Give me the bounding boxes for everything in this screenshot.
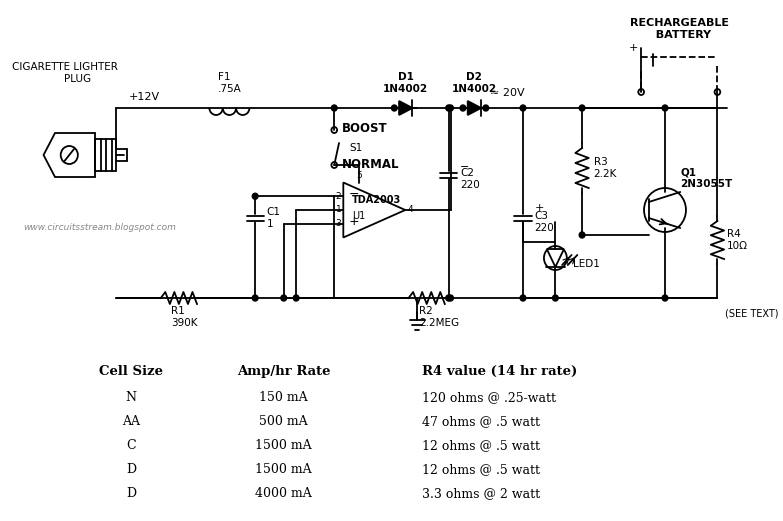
Text: CIGARETTE LIGHTER
        PLUG: CIGARETTE LIGHTER PLUG xyxy=(12,62,117,83)
Text: TDA2003: TDA2003 xyxy=(352,195,401,205)
Text: (SEE TEXT): (SEE TEXT) xyxy=(725,308,778,318)
Text: D: D xyxy=(126,487,136,500)
Circle shape xyxy=(520,295,526,301)
Circle shape xyxy=(662,295,668,301)
Text: Cell Size: Cell Size xyxy=(99,365,163,378)
Text: ≈ 20V: ≈ 20V xyxy=(489,88,525,98)
Text: C3
220: C3 220 xyxy=(535,211,554,233)
Text: Q1
2N3055T: Q1 2N3055T xyxy=(680,167,733,189)
Text: R4 value (14 hr rate): R4 value (14 hr rate) xyxy=(422,365,577,378)
Circle shape xyxy=(446,105,452,111)
Text: 1500 mA: 1500 mA xyxy=(255,463,312,476)
Circle shape xyxy=(392,105,397,111)
Text: D2
1N4002: D2 1N4002 xyxy=(452,72,497,94)
Text: LED1: LED1 xyxy=(572,259,600,269)
Circle shape xyxy=(662,105,668,111)
Text: S1: S1 xyxy=(349,143,363,153)
Text: +12V: +12V xyxy=(128,92,160,102)
Text: R4
10Ω: R4 10Ω xyxy=(727,229,748,251)
Text: C: C xyxy=(126,439,136,452)
Text: R1
390K: R1 390K xyxy=(171,306,198,328)
Text: 2: 2 xyxy=(336,192,341,201)
Text: R3
2.2K: R3 2.2K xyxy=(594,157,617,179)
Text: 12 ohms @ .5 watt: 12 ohms @ .5 watt xyxy=(422,463,540,476)
Text: −: − xyxy=(349,188,359,201)
Text: C2
220: C2 220 xyxy=(460,168,480,190)
Circle shape xyxy=(252,295,258,301)
Text: +: + xyxy=(629,43,638,53)
Circle shape xyxy=(483,105,489,111)
Text: 4000 mA: 4000 mA xyxy=(255,487,312,500)
Text: −: − xyxy=(460,162,470,172)
Polygon shape xyxy=(399,101,413,115)
Text: BOOST: BOOST xyxy=(342,121,388,134)
Text: 120 ohms @ .25-watt: 120 ohms @ .25-watt xyxy=(422,391,556,404)
Text: D1
1N4002: D1 1N4002 xyxy=(383,72,428,94)
Circle shape xyxy=(446,295,452,301)
Text: N: N xyxy=(126,391,137,404)
Circle shape xyxy=(448,105,453,111)
Circle shape xyxy=(331,127,337,133)
Text: U1: U1 xyxy=(352,211,366,221)
Circle shape xyxy=(579,105,585,111)
Polygon shape xyxy=(467,101,481,115)
Text: +: + xyxy=(535,203,543,213)
Circle shape xyxy=(331,162,337,168)
Circle shape xyxy=(331,105,337,111)
Circle shape xyxy=(281,295,287,301)
Text: +: + xyxy=(349,215,359,228)
Circle shape xyxy=(520,105,526,111)
Text: 1: 1 xyxy=(336,205,341,215)
Text: 150 mA: 150 mA xyxy=(259,391,308,404)
Circle shape xyxy=(448,295,453,301)
Circle shape xyxy=(579,232,585,238)
Text: AA: AA xyxy=(122,415,140,428)
Circle shape xyxy=(460,105,466,111)
Text: RECHARGEABLE
  BATTERY: RECHARGEABLE BATTERY xyxy=(630,18,729,40)
Text: 3.3 ohms @ 2 watt: 3.3 ohms @ 2 watt xyxy=(422,487,540,500)
Text: R2
2.2MEG: R2 2.2MEG xyxy=(419,306,459,328)
Circle shape xyxy=(553,295,558,301)
Text: 5: 5 xyxy=(356,171,362,180)
Circle shape xyxy=(715,89,720,95)
Text: D: D xyxy=(126,463,136,476)
Text: 47 ohms @ .5 watt: 47 ohms @ .5 watt xyxy=(422,415,540,428)
Text: 4: 4 xyxy=(407,205,413,215)
Text: 500 mA: 500 mA xyxy=(259,415,308,428)
Text: C1
1: C1 1 xyxy=(266,207,280,229)
Text: Amp/hr Rate: Amp/hr Rate xyxy=(237,365,330,378)
Text: www.circuitsstream.blogspot.com: www.circuitsstream.blogspot.com xyxy=(23,224,176,232)
Text: 12 ohms @ .5 watt: 12 ohms @ .5 watt xyxy=(422,439,540,452)
Text: F1
.75A: F1 .75A xyxy=(218,72,242,94)
Circle shape xyxy=(252,193,258,199)
Text: 3: 3 xyxy=(336,219,341,228)
Circle shape xyxy=(638,89,644,95)
Bar xyxy=(95,139,116,171)
Circle shape xyxy=(294,295,299,301)
Text: 1500 mA: 1500 mA xyxy=(255,439,312,452)
Text: NORMAL: NORMAL xyxy=(342,158,399,171)
